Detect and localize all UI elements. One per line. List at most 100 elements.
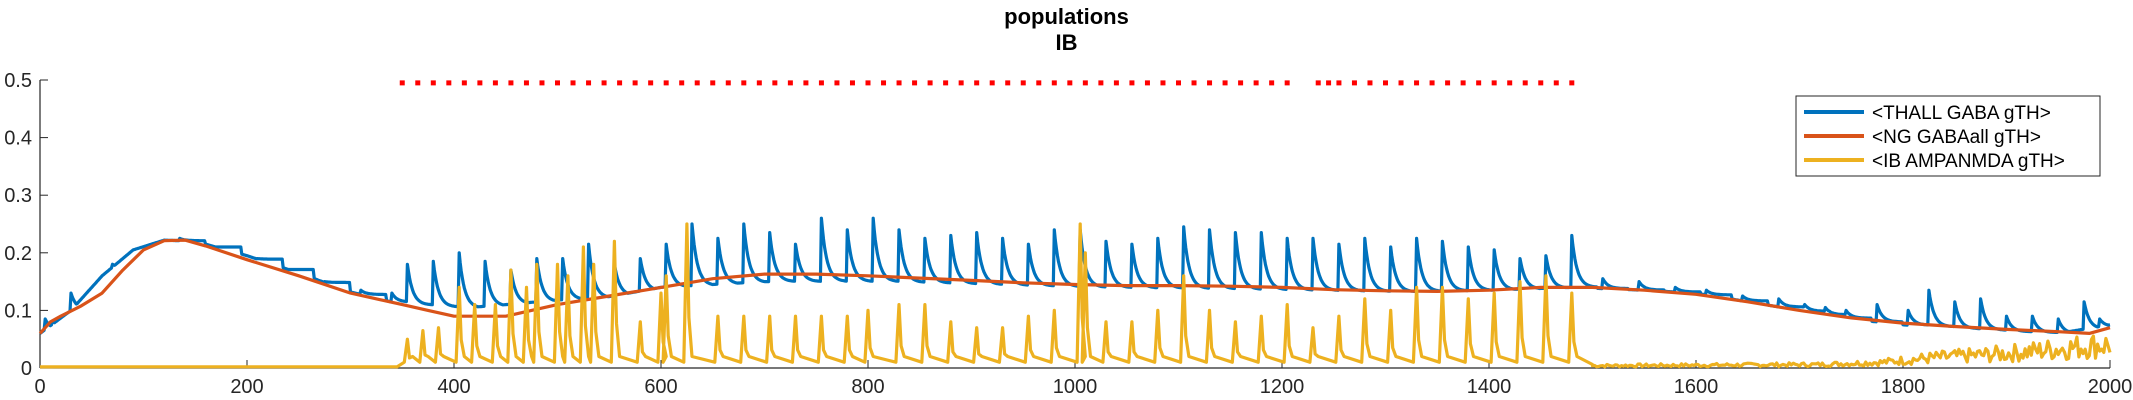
marker-dot: [1113, 80, 1119, 86]
marker-dot: [912, 80, 918, 86]
marker-dot: [1367, 80, 1373, 86]
marker-dot: [1005, 80, 1011, 86]
marker-dot: [756, 80, 762, 86]
x-tick-label: 1800: [1881, 376, 1926, 398]
marker-dot: [974, 80, 980, 86]
marker-dot: [1284, 80, 1290, 86]
marker-dot: [1326, 80, 1332, 86]
marker-dot: [1207, 80, 1213, 86]
marker-dot: [555, 80, 560, 86]
marker-dot: [477, 80, 483, 86]
plot-lines: [38, 216, 2112, 369]
marker-dot: [1445, 80, 1451, 86]
marker-dot: [1460, 80, 1466, 86]
marker-dot: [1160, 80, 1166, 86]
marker-dot: [1144, 80, 1150, 86]
x-tick-label: 600: [644, 376, 677, 398]
marker-dot: [399, 80, 405, 86]
marker-dot: [927, 80, 933, 86]
marker-dot: [415, 80, 421, 86]
x-tick-label: 1600: [1674, 376, 1719, 398]
marker-dot: [523, 80, 529, 86]
marker-dot: [1253, 80, 1259, 86]
marker-dot: [1315, 80, 1321, 86]
chart-subtitle: IB: [1055, 30, 1078, 55]
marker-dot: [1098, 80, 1104, 86]
y-tick-label: 0.3: [4, 185, 32, 207]
marker-dot: [803, 80, 809, 86]
series-ng-line: [38, 238, 2111, 335]
marker-dot: [570, 80, 576, 86]
marker-dot: [430, 80, 436, 86]
marker-dot: [1351, 80, 1357, 86]
marker-dot: [1476, 80, 1482, 86]
marker-dot: [772, 80, 778, 86]
y-tick-label: 0: [21, 358, 32, 380]
y-tick-label: 0.2: [4, 243, 32, 265]
marker-dot: [1383, 80, 1388, 86]
marker-dot: [787, 80, 793, 86]
marker-dot: [725, 80, 731, 86]
marker-dot: [694, 80, 700, 86]
marker-dot: [865, 80, 871, 86]
series-thall-line: [39, 216, 2111, 335]
marker-dot: [943, 80, 949, 86]
marker-dot: [1336, 80, 1342, 86]
axes: 0 200 400 600 800 1000 1200 1400 1600 1800 2000 0 0.…: [4, 70, 2132, 398]
marker-dot: [679, 80, 685, 86]
x-tick-label: 1200: [1260, 376, 1305, 398]
marker-dot: [710, 80, 716, 86]
marker-dot: [1129, 80, 1135, 86]
marker-dot: [461, 80, 467, 86]
marker-dot: [446, 80, 452, 86]
marker-dot: [1553, 80, 1559, 86]
marker-dot: [586, 80, 592, 86]
marker-dot: [741, 80, 747, 86]
marker-dot: [617, 80, 623, 86]
x-tick-label: 0: [34, 376, 45, 398]
marker-dot: [1238, 80, 1244, 86]
marker-dot: [663, 80, 669, 86]
marker-dot: [1176, 80, 1181, 86]
marker-dot: [1269, 80, 1275, 86]
x-tick-label: 1400: [1467, 376, 1512, 398]
marker-dot: [1067, 80, 1073, 86]
marker-dot: [989, 80, 995, 86]
x-tick-label: 200: [230, 376, 263, 398]
x-tick-label: 400: [437, 376, 470, 398]
marker-dot: [1414, 80, 1420, 86]
marker-dot: [1429, 80, 1435, 86]
marker-dot: [1522, 80, 1528, 86]
marker-dot: [1082, 80, 1088, 86]
marker-dot: [1051, 80, 1057, 86]
marker-dot: [539, 80, 545, 86]
marker-dot: [896, 80, 902, 86]
marker-dot: [958, 80, 964, 86]
legend-label: <THALL GABA gTH>: [1872, 103, 2051, 124]
series-ib-line: [39, 222, 2112, 369]
x-tick-label: 1000: [1053, 376, 1098, 398]
marker-dot: [1538, 80, 1544, 86]
x-tick-label: 800: [851, 376, 884, 398]
marker-dot: [818, 80, 824, 86]
marker-dot: [1507, 80, 1513, 86]
legend-label: <IB AMPANMDA gTH>: [1872, 151, 2065, 172]
marker-dot: [849, 80, 855, 86]
markers: [399, 80, 1575, 86]
marker-dot: [601, 80, 607, 86]
marker-dot: [1222, 80, 1228, 86]
y-tick-label: 0.5: [4, 70, 32, 92]
marker-dot: [648, 80, 654, 86]
marker-dot: [881, 80, 887, 86]
marker-dot: [834, 80, 840, 86]
marker-dot: [1020, 80, 1026, 86]
marker-dot: [1569, 80, 1575, 86]
marker-dot: [632, 80, 638, 86]
legend: <THALL GABA gTH> <NG GABAall gTH> <IB AMPA…: [1795, 95, 2101, 177]
marker-dot: [1036, 80, 1042, 86]
marker-dot: [492, 80, 498, 86]
marker-dot: [1191, 80, 1197, 86]
marker-dot: [1398, 80, 1404, 86]
